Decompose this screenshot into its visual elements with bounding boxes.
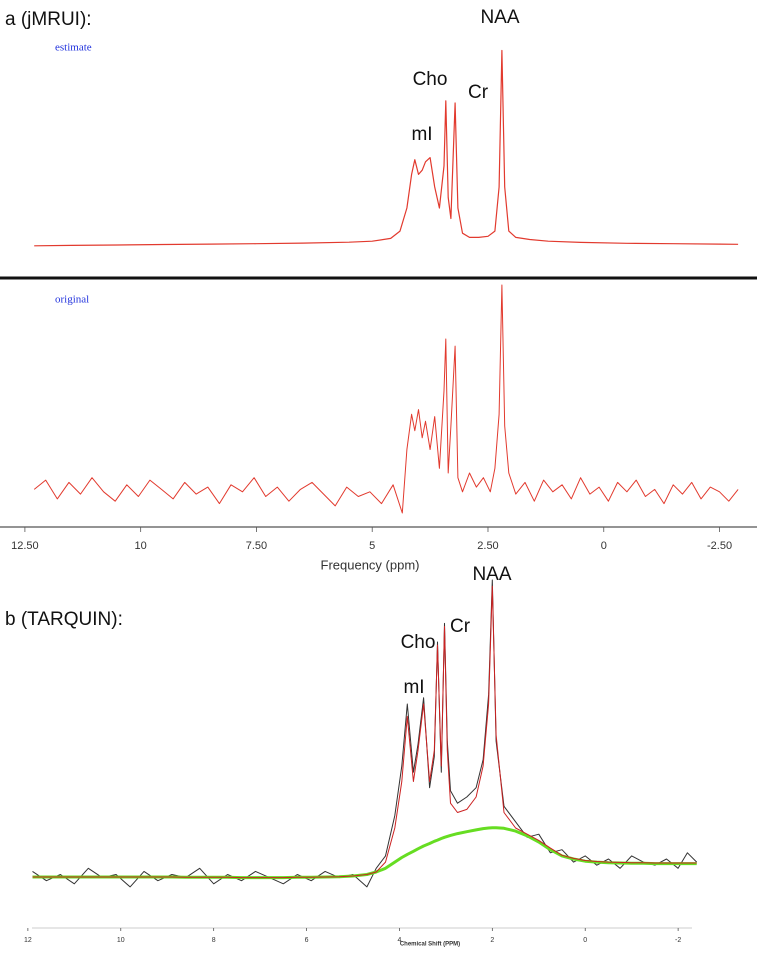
- peak-label: Cr: [468, 82, 489, 103]
- peak-label: mI: [403, 677, 424, 698]
- spectrum-line: [33, 284, 739, 514]
- x-tick-label: 12.50: [11, 540, 39, 552]
- panel-title: b (TARQUIN):: [5, 609, 123, 630]
- spectrum-line: [34, 49, 739, 247]
- x-tick-label: 10: [135, 540, 147, 552]
- peak-label: Cr: [450, 616, 471, 637]
- spectrum-line: [32, 826, 697, 880]
- peak-label: Cho: [413, 69, 448, 90]
- x-tick-label: 0: [601, 540, 607, 552]
- x-tick-label: 2.50: [477, 540, 498, 552]
- x-tick-label: 0: [583, 937, 587, 944]
- x-tick-label: 2: [490, 937, 494, 944]
- peak-label: Cho: [401, 632, 436, 653]
- plot-label: estimate: [55, 42, 92, 54]
- x-tick-label: 12: [24, 937, 32, 944]
- spectrum-line: [32, 585, 697, 879]
- x-tick-label: 6: [305, 937, 309, 944]
- x-tick-label: 8: [212, 937, 216, 944]
- peak-label: NAA: [480, 7, 519, 28]
- x-axis-label: Frequency (ppm): [321, 557, 420, 572]
- x-tick-label: 5: [369, 540, 375, 552]
- peak-label: mI: [411, 124, 432, 145]
- spectrum-line: [32, 579, 698, 888]
- panel-title: a (jMRUI):: [5, 9, 92, 30]
- x-tick-label: -2.50: [707, 540, 732, 552]
- x-tick-label: 7.50: [246, 540, 267, 552]
- x-tick-label: 10: [117, 937, 125, 944]
- x-tick-label: 4: [397, 937, 401, 944]
- plot-label: original: [55, 294, 89, 306]
- x-axis-label: Chemical Shift (PPM): [400, 942, 460, 948]
- peak-label: NAA: [472, 564, 511, 585]
- x-tick-label: -2: [675, 937, 681, 944]
